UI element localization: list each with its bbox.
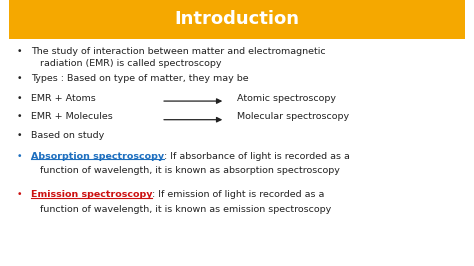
Text: function of wavelength, it is known as absorption spectroscopy: function of wavelength, it is known as a…: [40, 166, 340, 175]
Text: •: •: [17, 47, 22, 56]
Text: The study of interaction between matter and electromagnetic: The study of interaction between matter …: [31, 47, 326, 56]
Bar: [9, 0, 465, 39]
Text: •: •: [17, 74, 22, 84]
Text: radiation (EMR) is called spectroscopy: radiation (EMR) is called spectroscopy: [40, 59, 222, 68]
Text: •: •: [17, 112, 22, 121]
Text: Types : Based on type of matter, they may be: Types : Based on type of matter, they ma…: [31, 74, 248, 84]
Text: function of wavelength, it is known as emission spectroscopy: function of wavelength, it is known as e…: [40, 205, 331, 214]
Text: Introduction: Introduction: [174, 10, 300, 28]
Text: Emission spectroscopy: Emission spectroscopy: [31, 190, 152, 199]
Text: •: •: [17, 152, 22, 161]
Text: EMR + Molecules: EMR + Molecules: [31, 112, 112, 121]
Text: : If absorbance of light is recorded as a: : If absorbance of light is recorded as …: [164, 152, 350, 161]
Text: •: •: [17, 190, 22, 199]
Text: •: •: [17, 131, 22, 140]
Text: Absorption spectroscopy: Absorption spectroscopy: [31, 152, 164, 161]
Text: Based on study: Based on study: [31, 131, 104, 140]
Text: Atomic spectroscopy: Atomic spectroscopy: [237, 94, 336, 103]
Text: •: •: [17, 94, 22, 103]
Text: Molecular spectroscopy: Molecular spectroscopy: [237, 112, 349, 121]
Text: : If emission of light is recorded as a: : If emission of light is recorded as a: [152, 190, 325, 199]
Text: EMR + Atoms: EMR + Atoms: [31, 94, 96, 103]
